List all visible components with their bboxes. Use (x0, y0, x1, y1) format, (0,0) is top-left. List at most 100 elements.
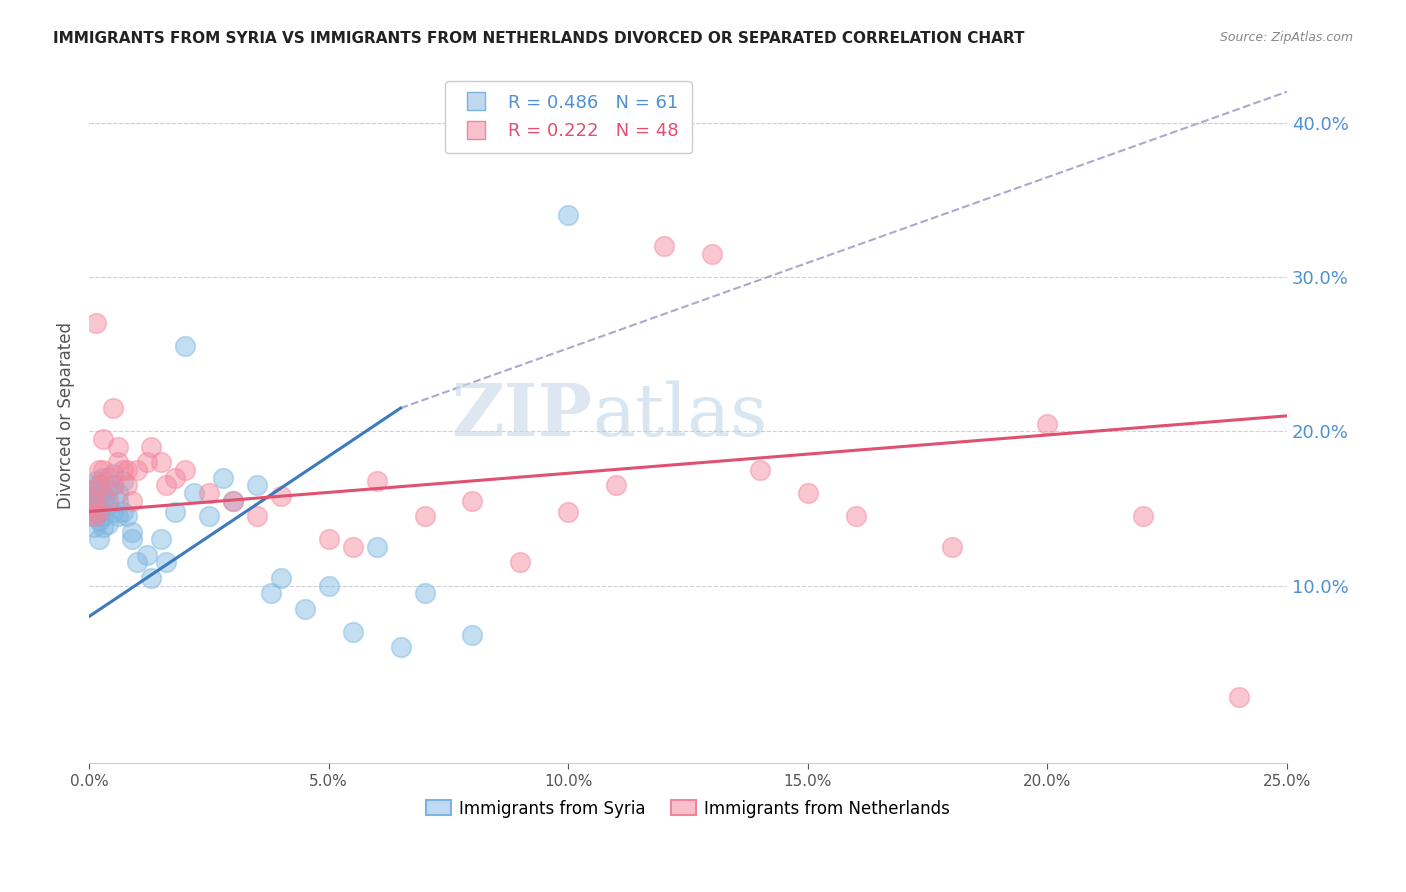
Point (83, 509, 105, 524)
Point (222, 493, 245, 508)
Point (83, 509, 105, 524)
Point (93, 470, 115, 484)
Point (82, 499, 104, 513)
Text: IMMIGRANTS FROM SYRIA VS IMMIGRANTS FROM NETHERLANDS DIVORCED OR SEPARATED CORRE: IMMIGRANTS FROM SYRIA VS IMMIGRANTS FROM… (53, 31, 1025, 46)
Point (97, 499, 120, 513)
Point (101, 504, 124, 518)
Point (87, 463, 110, 477)
Point (1132, 509, 1154, 524)
Point (84, 483, 107, 497)
Point (318, 579, 340, 593)
Point (135, 455, 157, 469)
Point (101, 401, 124, 416)
Point (87, 478, 110, 492)
Point (155, 478, 177, 492)
Point (797, 486, 820, 500)
Point (101, 467, 124, 482)
Point (557, 504, 579, 518)
Point (83, 504, 105, 518)
Point (557, 208, 579, 222)
Point (155, 556, 177, 570)
Point (83, 520, 105, 534)
Point (270, 571, 292, 585)
Point (165, 504, 187, 518)
Point (111, 463, 134, 477)
Point (141, 571, 163, 585)
Point (87, 478, 110, 492)
Point (97, 470, 120, 484)
Point (80, 509, 103, 524)
Point (198, 509, 221, 524)
Point (941, 540, 963, 554)
Point (117, 509, 139, 524)
Point (84, 316, 107, 330)
Point (461, 628, 484, 642)
Point (413, 586, 436, 600)
Point (149, 455, 172, 469)
Point (342, 624, 364, 639)
Point (93, 486, 115, 500)
Point (83, 501, 105, 516)
Point (90, 486, 112, 500)
Point (174, 463, 197, 477)
Point (84, 493, 107, 508)
Point (165, 470, 187, 484)
Point (117, 463, 139, 477)
Point (107, 509, 129, 524)
Point (605, 478, 627, 492)
Point (87, 514, 110, 528)
Point (107, 493, 129, 508)
Point (389, 640, 412, 655)
Point (318, 533, 340, 547)
Point (141, 440, 163, 454)
Point (87, 489, 110, 503)
Point (222, 493, 245, 508)
Point (461, 493, 484, 508)
Point (83, 483, 105, 497)
Point (84, 474, 107, 488)
Point (1227, 690, 1250, 704)
Point (845, 509, 868, 524)
Point (93, 520, 115, 534)
Point (135, 548, 157, 562)
Point (93, 509, 115, 524)
Point (107, 486, 129, 500)
Point (83, 483, 105, 497)
Point (149, 533, 172, 547)
Point (97, 483, 120, 497)
Point (121, 493, 143, 508)
Point (101, 478, 124, 492)
Point (107, 455, 129, 469)
Point (700, 246, 723, 260)
Point (83, 493, 105, 508)
Point (125, 463, 148, 477)
Point (107, 440, 129, 454)
Point (294, 601, 316, 615)
Point (212, 470, 235, 484)
Point (111, 474, 134, 488)
Point (87, 533, 110, 547)
Point (83, 489, 105, 503)
Point (509, 556, 531, 570)
Point (366, 540, 388, 554)
Point (111, 504, 134, 518)
Text: ZIP: ZIP (451, 380, 592, 451)
Point (652, 239, 675, 253)
Point (342, 540, 364, 554)
Point (93, 493, 115, 508)
Point (97, 516, 120, 531)
Text: Source: ZipAtlas.com: Source: ZipAtlas.com (1219, 31, 1353, 45)
Point (260, 586, 283, 600)
Point (87, 504, 110, 518)
Point (183, 486, 205, 500)
Point (101, 478, 124, 492)
Point (125, 556, 148, 570)
Point (93, 432, 115, 446)
Legend: Immigrants from Syria, Immigrants from Netherlands: Immigrants from Syria, Immigrants from N… (419, 793, 956, 824)
Text: atlas: atlas (592, 381, 768, 451)
Point (80, 493, 103, 508)
Point (80, 504, 103, 518)
Point (117, 478, 139, 492)
Point (246, 478, 269, 492)
Point (174, 339, 197, 353)
